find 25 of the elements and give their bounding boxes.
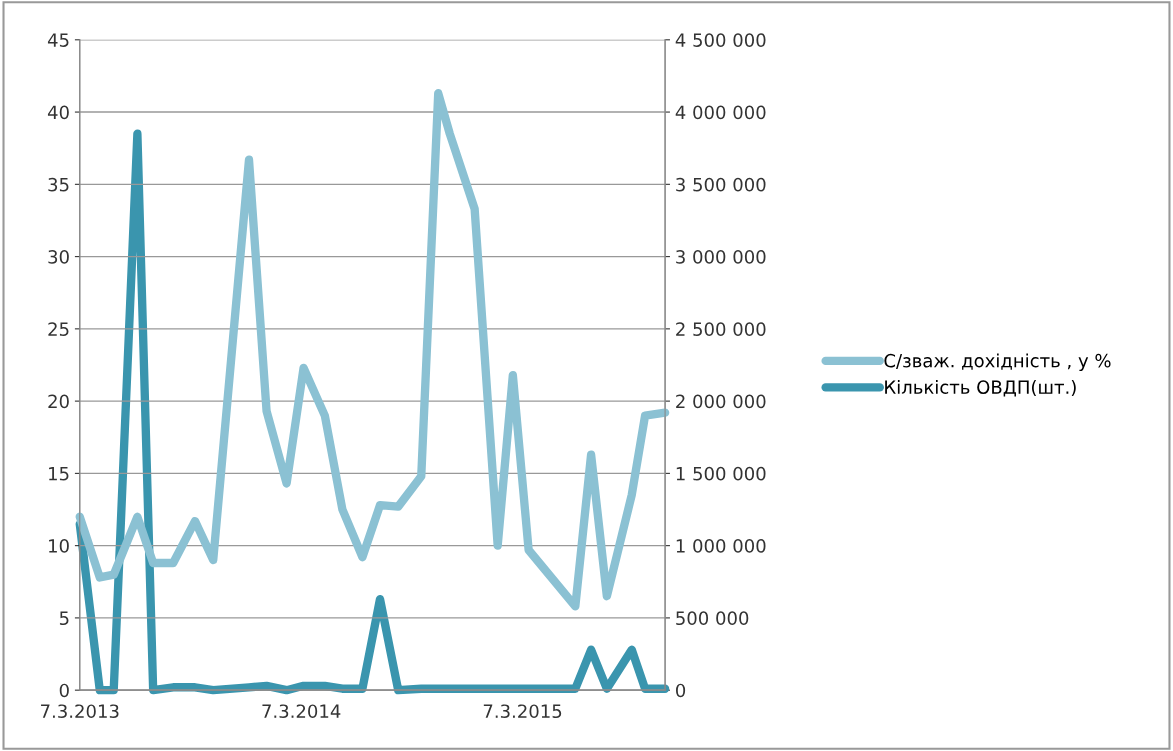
y2-tick-label: 3 500 000 — [676, 177, 766, 192]
x-tick-label: 7.3.2014 — [262, 704, 341, 719]
x-tick-label: 7.3.2015 — [483, 704, 562, 719]
y-tick-label: 30 — [48, 250, 69, 264]
x-tick-label: 7.3.2013 — [41, 704, 119, 719]
y2-tick-label: 0 — [676, 683, 686, 698]
y-tick-label: 5 — [59, 611, 69, 626]
y-tick-label: 10 — [49, 539, 69, 553]
y2-tick-label: 1 000 000 — [676, 539, 766, 553]
y2-tick-label: 2 000 000 — [676, 394, 766, 409]
y-tick-label: 15 — [49, 467, 69, 481]
y2-tick-label: 4 000 000 — [675, 105, 766, 120]
y2-tick-label: 500 000 — [676, 611, 749, 626]
y2-tick-label: 1 500 000 — [676, 466, 766, 481]
legend-label: С/зваж. дохідність , у % — [884, 353, 1111, 371]
y2-tick-label: 3 000 000 — [676, 250, 766, 264]
y-tick-label: 20 — [48, 394, 69, 409]
y-tick-label: 25 — [48, 322, 69, 336]
y2-tick-label: 2 500 000 — [676, 322, 766, 336]
y-tick-label: 45 — [47, 33, 69, 47]
y-tick-label: 40 — [47, 105, 69, 120]
y-tick-label: 35 — [48, 177, 69, 192]
y-tick-label: 0 — [59, 683, 69, 698]
legend-label: Кількість ОВДП(шт.) — [885, 380, 1076, 397]
y2-tick-label: 4 500 000 — [675, 33, 766, 47]
